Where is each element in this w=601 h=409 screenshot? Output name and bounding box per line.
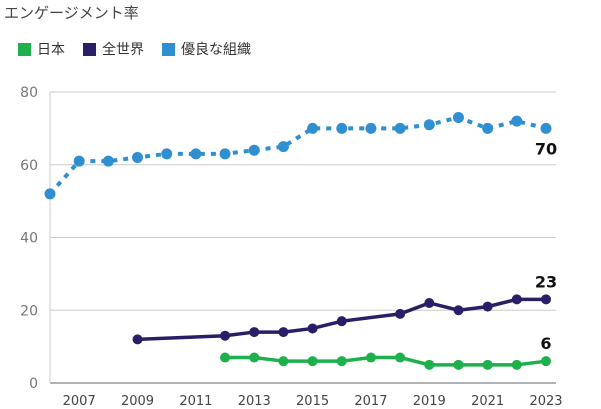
data-point: [395, 352, 406, 363]
data-point: [73, 155, 85, 167]
data-point: [336, 316, 347, 327]
series-line: [48, 115, 547, 196]
data-point: [365, 352, 376, 363]
data-point: [423, 119, 435, 131]
y-tick-label: 0: [29, 376, 38, 392]
data-point: [365, 122, 377, 134]
data-point: [161, 148, 173, 160]
x-tick-label: 2013: [238, 394, 271, 409]
data-point: [307, 356, 318, 367]
data-point: [249, 327, 260, 338]
legend-label: 全世界: [102, 42, 144, 58]
data-point: [336, 122, 348, 134]
data-point: [395, 308, 406, 319]
data-point: [453, 359, 464, 370]
end-label: 70: [535, 139, 557, 158]
data-point: [452, 111, 464, 123]
legend: 日本 全世界 優良な組織: [18, 39, 251, 59]
x-tick-label: 2009: [121, 394, 154, 409]
data-point: [190, 148, 202, 160]
data-point: [44, 188, 56, 200]
data-point: [540, 122, 552, 134]
data-point: [277, 141, 289, 153]
data-point: [132, 151, 144, 163]
legend-item-world: 全世界: [83, 39, 144, 59]
data-point: [482, 359, 493, 370]
data-point: [511, 359, 522, 370]
x-tick-label: 2015: [296, 394, 329, 409]
legend-label: 優良な組織: [181, 42, 251, 58]
data-point: [424, 359, 435, 370]
x-tick-label: 2011: [179, 394, 212, 409]
y-tick-label: 40: [20, 231, 38, 247]
y-tick-label: 80: [20, 85, 38, 101]
data-point: [278, 356, 289, 367]
data-point: [307, 122, 319, 134]
legend-item-japan: 日本: [18, 39, 65, 59]
legend-swatch: [83, 42, 96, 56]
legend-label: 日本: [37, 42, 65, 58]
x-tick-label: 2019: [413, 394, 446, 409]
data-point: [482, 122, 494, 134]
data-point: [541, 294, 551, 305]
legend-swatch: [162, 42, 175, 56]
data-point: [511, 115, 523, 127]
data-point: [541, 356, 551, 367]
data-point: [220, 352, 231, 363]
data-point: [394, 122, 406, 134]
data-point: [132, 334, 143, 345]
x-tick-label: 2021: [471, 394, 504, 409]
x-tick-label: 2007: [63, 394, 96, 409]
data-point: [278, 327, 289, 338]
data-point: [219, 148, 231, 160]
x-tick-label: 2023: [529, 394, 562, 409]
data-point: [453, 305, 464, 316]
data-point: [307, 323, 318, 334]
data-point: [482, 301, 493, 312]
series-line: [225, 355, 547, 367]
y-tick-label: 20: [20, 303, 38, 319]
data-point: [511, 294, 522, 305]
data-point: [248, 144, 260, 156]
data-point: [102, 155, 114, 167]
data-point: [424, 297, 435, 308]
x-tick-label: 2017: [354, 394, 387, 409]
data-point: [249, 352, 260, 363]
data-point: [336, 356, 347, 367]
end-label: 23: [535, 272, 557, 291]
data-point: [220, 330, 231, 341]
end-label: 6: [540, 334, 551, 353]
legend-item-best-orgs: 優良な組織: [162, 39, 251, 59]
y-tick-label: 60: [20, 158, 38, 174]
chart-title: エンゲージメント率: [4, 4, 139, 22]
legend-swatch: [18, 42, 31, 56]
